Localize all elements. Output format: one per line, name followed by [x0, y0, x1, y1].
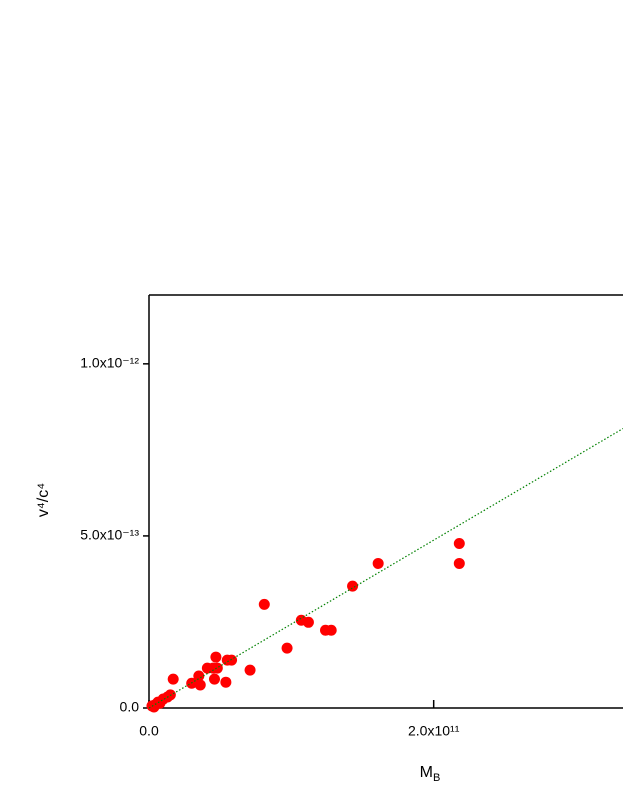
y-axis-label: v⁴/c⁴ — [35, 483, 52, 517]
data-point — [453, 537, 465, 549]
y-tick-label: 0.0 — [120, 699, 140, 715]
data-point — [220, 676, 232, 688]
data-point — [453, 557, 465, 569]
data-point — [372, 557, 384, 569]
data-point — [226, 654, 238, 666]
data-point — [258, 598, 270, 610]
data-point — [208, 673, 220, 685]
data-point — [211, 662, 223, 674]
x-tick-label: 0.0 — [139, 723, 159, 739]
data-point — [167, 673, 179, 685]
y-tick-label: 5.0x10⁻¹³ — [80, 527, 139, 543]
data-point — [193, 670, 205, 682]
x-axis-label: MB — [420, 764, 441, 784]
data-point — [347, 580, 359, 592]
data-point — [281, 642, 293, 654]
data-point — [148, 701, 160, 713]
data-point — [210, 651, 222, 663]
x-tick-label: 2.0x10¹¹ — [408, 723, 460, 739]
fit-line — [148, 428, 623, 709]
data-point — [325, 624, 337, 636]
data-point — [302, 616, 314, 628]
y-tick-label: 1.0x10⁻¹² — [80, 355, 139, 371]
data-point — [244, 664, 256, 676]
data-point — [194, 679, 206, 691]
